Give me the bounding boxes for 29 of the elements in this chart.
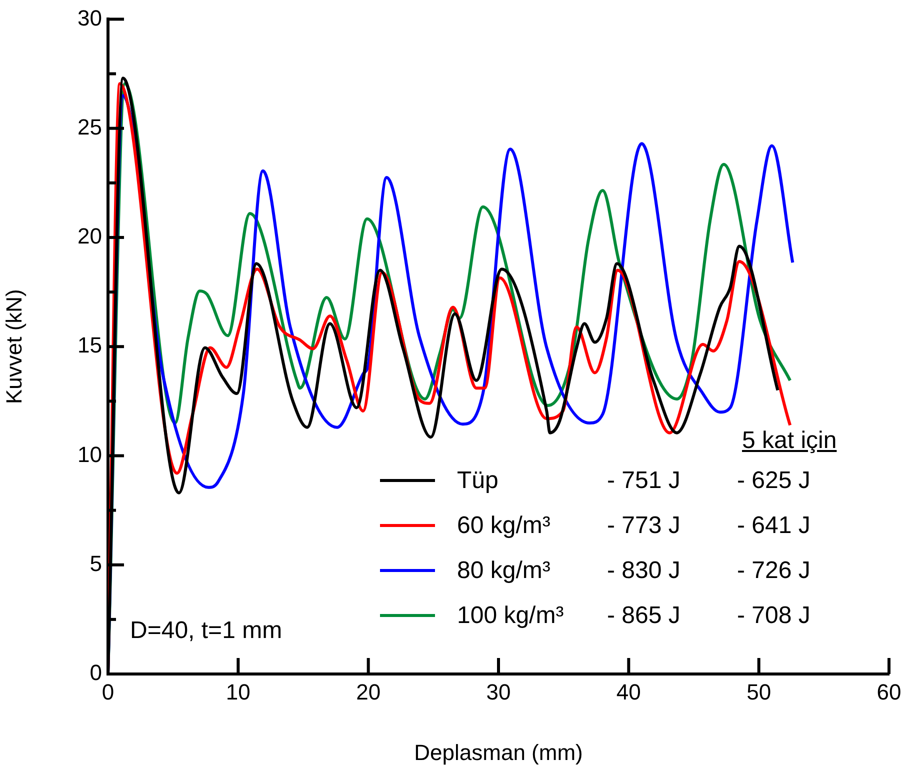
x-tick-label: 30: [486, 679, 511, 704]
x-tick-label: 50: [746, 679, 772, 704]
annotation: - 830 J: [607, 556, 682, 586]
y-tick-label: 15: [78, 332, 102, 358]
annotation: D=40, t=1 mm: [130, 616, 282, 646]
annotation: 5 kat için: [742, 426, 838, 456]
y-tick-label: 20: [78, 224, 102, 249]
legend-label: 80 kg/m³: [457, 556, 552, 586]
annotation: - 726 J: [737, 556, 812, 586]
annotation: - 773 J: [607, 510, 682, 540]
annotation: - 751 J: [607, 466, 682, 496]
y-tick-label: 0: [90, 660, 102, 686]
annotation: - 625 J: [737, 466, 812, 496]
y-tick-label: 25: [78, 114, 102, 140]
legend-label: 60 kg/m³: [457, 510, 552, 540]
y-tick-label: 5: [90, 550, 102, 576]
legend-label: 100 kg/m³: [457, 600, 565, 630]
y-tick-label: 10: [78, 442, 102, 467]
y-tick-label: 30: [78, 5, 102, 30]
annotation: - 641 J: [737, 510, 812, 540]
legend-label: Tüp: [457, 466, 500, 496]
x-axis-title: Deplasman (mm): [414, 740, 583, 765]
annotation: - 708 J: [737, 600, 812, 630]
x-tick-label: 10: [226, 679, 250, 704]
x-tick-label: 40: [616, 679, 641, 704]
y-axis-title: Kuvvet (kN): [1, 289, 26, 404]
x-tick-label: 20: [356, 679, 381, 704]
x-tick-label: 60: [876, 679, 902, 704]
annotation: - 865 J: [607, 600, 682, 630]
